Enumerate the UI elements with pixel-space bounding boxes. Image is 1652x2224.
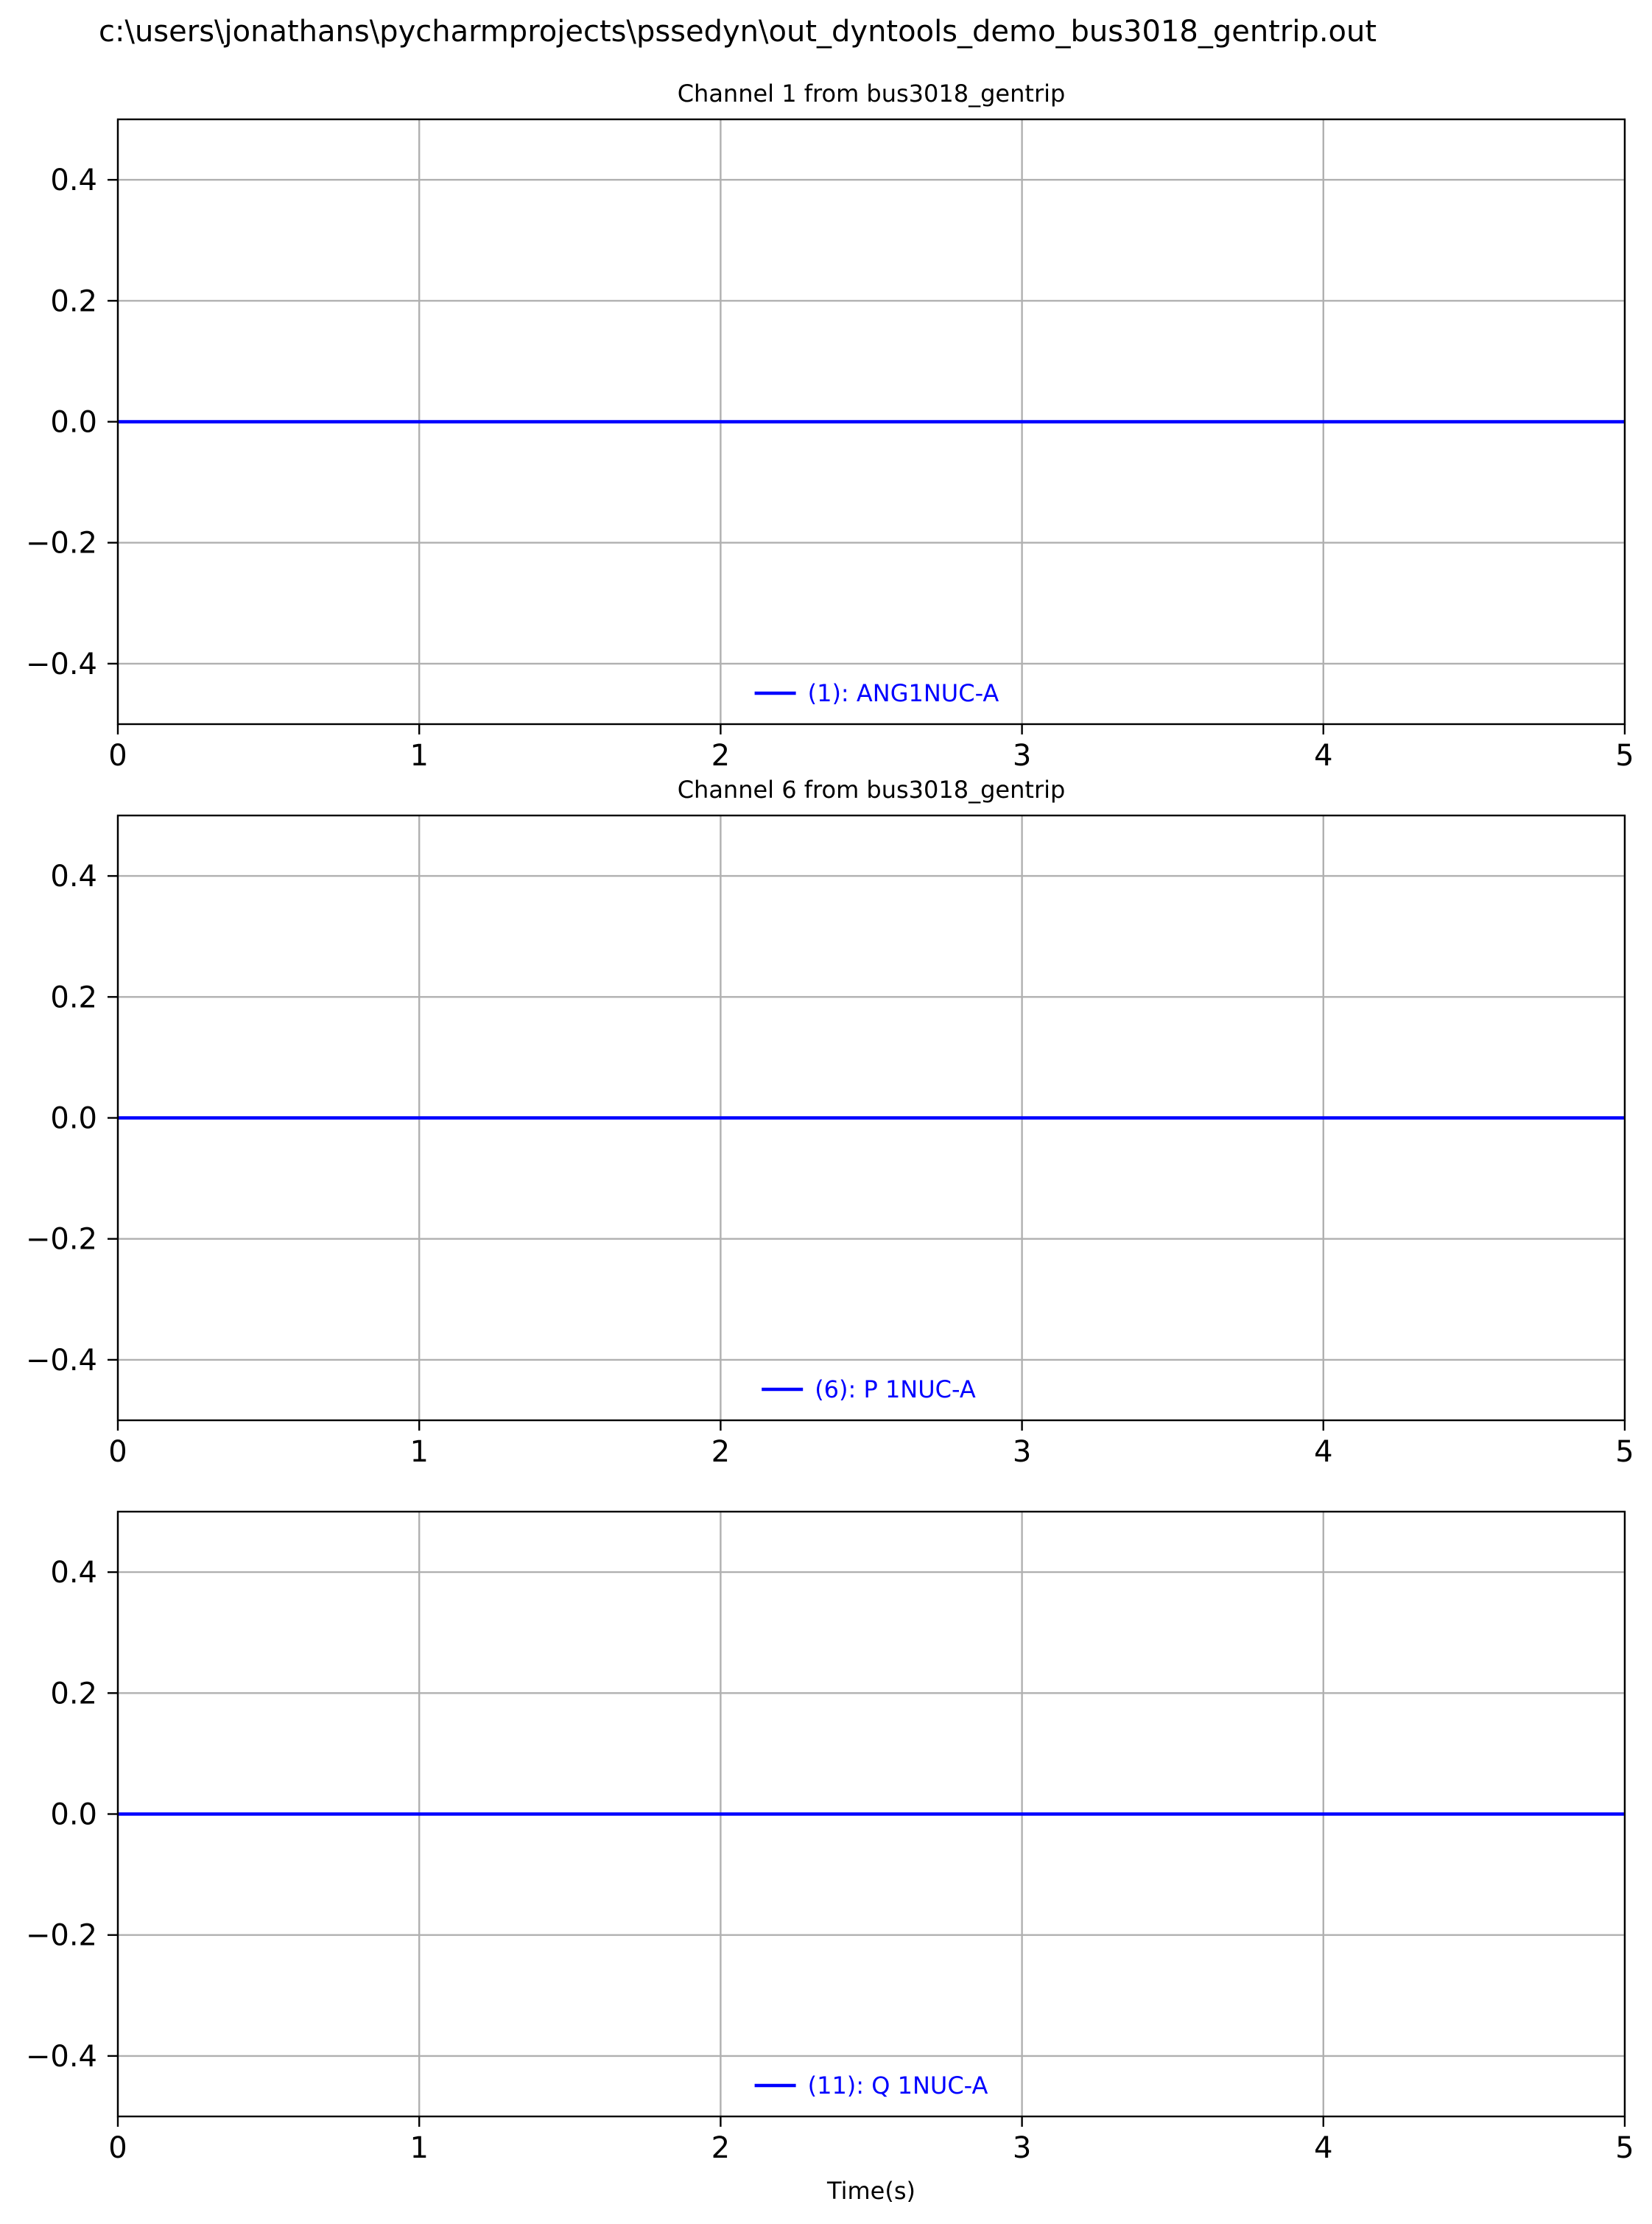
legend: (6): P 1NUC-A (762, 1375, 976, 1403)
x-tick-label-1: 1 (410, 1435, 428, 1469)
y-tick-label-3: 0.2 (50, 981, 97, 1014)
y-tick-label-3: 0.2 (50, 284, 97, 318)
y-tick-label-1: −0.2 (26, 1919, 97, 1953)
x-tick-label-2: 2 (711, 1435, 730, 1469)
y-tick-label-2: 0.0 (50, 406, 97, 440)
x-tick-label-4: 4 (1314, 739, 1332, 773)
x-tick-label-3: 3 (1013, 1435, 1031, 1469)
y-tick-label-2: 0.0 (50, 1102, 97, 1136)
x-tick-label-3: 3 (1013, 2131, 1031, 2165)
figure-suptitle: c:\users\jonathans\pycharmprojects\pssed… (99, 15, 1377, 49)
y-tick-label-1: −0.2 (26, 527, 97, 561)
y-tick-label-1: −0.2 (26, 1223, 97, 1257)
x-tick-label-0: 0 (108, 739, 127, 773)
legend: (1): ANG1NUC-A (754, 679, 999, 707)
x-tick-label-4: 4 (1314, 1435, 1332, 1469)
x-tick-label-2: 2 (711, 739, 730, 773)
y-tick-label-4: 0.4 (50, 860, 97, 894)
x-tick-label-1: 1 (410, 2131, 428, 2165)
legend-label: (11): Q 1NUC-A (808, 2072, 988, 2100)
y-tick-label-3: 0.2 (50, 1677, 97, 1711)
x-tick-label-4: 4 (1314, 2131, 1332, 2165)
y-tick-label-0: −0.4 (26, 2040, 97, 2074)
y-tick-label-0: −0.4 (26, 1344, 97, 1378)
legend-label: (1): ANG1NUC-A (808, 679, 999, 707)
subplot-2: 0 1 2 3 4 5 −0.4 −0.2 0.0 0.2 0.4 Channel 6 from bu… (26, 776, 1634, 1469)
x-tick-label-2: 2 (711, 2131, 730, 2165)
x-tick-label-0: 0 (108, 2131, 127, 2165)
x-tick-label-0: 0 (108, 1435, 127, 1469)
y-tick-label-2: 0.0 (50, 1798, 97, 1832)
subplot-3: 0 1 2 3 4 5 −0.4 −0.2 0.0 0.2 0.4 Time(s) (11): Q 1N… (26, 1510, 1634, 2205)
x-tick-label-3: 3 (1013, 739, 1031, 773)
x-tick-label-5: 5 (1615, 739, 1634, 773)
x-tick-label-1: 1 (410, 739, 428, 773)
subplot-title: Channel 1 from bus3018_gentrip (678, 80, 1066, 108)
x-tick-label-5: 5 (1615, 2131, 1634, 2165)
y-tick-label-0: −0.4 (26, 648, 97, 681)
subplot-title: Channel 6 from bus3018_gentrip (678, 776, 1066, 804)
x-tick-label-5: 5 (1615, 1435, 1634, 1469)
legend-label: (6): P 1NUC-A (815, 1375, 976, 1403)
x-axis-label: Time(s) (826, 2177, 915, 2205)
legend: (11): Q 1NUC-A (754, 2072, 988, 2100)
y-tick-label-4: 0.4 (50, 1556, 97, 1590)
subplot-1: 0 1 2 3 4 5 −0.4 −0.2 0.0 0.2 0.4 Channel 1 from bu… (26, 80, 1634, 773)
y-tick-label-4: 0.4 (50, 164, 97, 197)
